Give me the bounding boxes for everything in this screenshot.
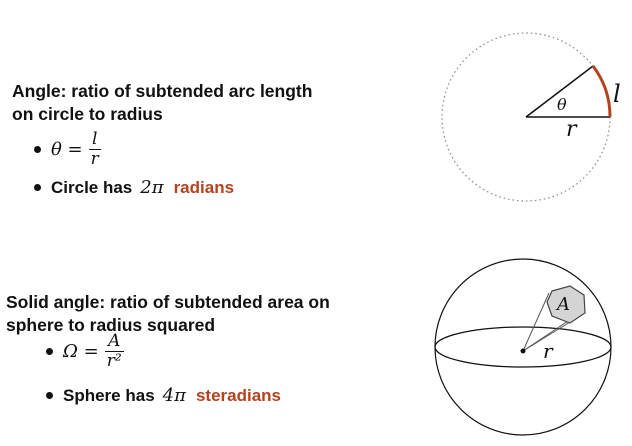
radians-unit: radians bbox=[173, 177, 235, 197]
steradians-unit: steradians bbox=[195, 385, 281, 405]
angle-heading-line1: Angle: ratio of subtended arc length bbox=[12, 81, 313, 101]
solid-angle-formula-bullet: Ω = A r² bbox=[46, 332, 124, 371]
sphere-equator bbox=[434, 326, 612, 368]
solid-angle-formula-numerator: A bbox=[108, 331, 121, 351]
dotted-circle bbox=[441, 32, 611, 202]
angle-formula-numerator: l bbox=[91, 129, 98, 149]
sphere-center bbox=[520, 348, 526, 354]
angle-heading: Angle: ratio of subtended arc length on … bbox=[12, 80, 412, 126]
sphere-value: 4π bbox=[162, 385, 186, 406]
r-label-circle: r bbox=[566, 117, 578, 142]
theta-label: θ bbox=[557, 95, 567, 114]
solid-angle-heading-line1: Solid angle: ratio of subtended area on bbox=[6, 292, 330, 312]
circle-radians-bullet: Circle has 2π radians bbox=[34, 177, 234, 198]
sphere-outline bbox=[434, 258, 612, 436]
fraction-bar bbox=[104, 351, 124, 352]
angle-formula-bullet: θ = l r bbox=[34, 130, 101, 169]
fraction-bar bbox=[88, 149, 101, 150]
angle-heading-line2: on circle to radius bbox=[12, 104, 163, 124]
cone-edge-mid bbox=[522, 321, 571, 352]
patch-a bbox=[546, 285, 586, 324]
angle-ray bbox=[525, 65, 594, 118]
circle-value: 2π bbox=[140, 177, 164, 198]
angle-formula-fraction: l r bbox=[88, 129, 101, 169]
angle-formula-lhs: θ = bbox=[51, 139, 83, 160]
a-label: A bbox=[555, 294, 570, 315]
cone-edge-left bbox=[522, 292, 550, 352]
angle-formula-denominator: r bbox=[90, 149, 99, 169]
solid-angle-heading-line2: sphere to radius squared bbox=[6, 315, 216, 335]
circle-has-text: Circle has bbox=[51, 177, 133, 197]
sphere-steradians-bullet: Sphere has 4π steradians bbox=[46, 385, 281, 406]
solid-angle-heading: Solid angle: ratio of subtended area on … bbox=[6, 291, 426, 337]
solid-angle-formula-lhs: Ω = bbox=[63, 341, 99, 362]
bullet-dot-icon bbox=[34, 146, 41, 153]
sphere-has-text: Sphere has bbox=[63, 385, 155, 405]
r-label-sphere: r bbox=[543, 339, 554, 363]
bullet-dot-icon bbox=[46, 392, 53, 399]
bullet-dot-icon bbox=[46, 348, 53, 355]
bullet-dot-icon bbox=[34, 184, 41, 191]
arc-l bbox=[591, 65, 612, 118]
l-label: l bbox=[613, 80, 621, 108]
solid-angle-formula-denominator: r² bbox=[106, 351, 122, 371]
solid-angle-formula-fraction: A r² bbox=[104, 331, 124, 371]
cone-edge-right bbox=[522, 310, 584, 352]
